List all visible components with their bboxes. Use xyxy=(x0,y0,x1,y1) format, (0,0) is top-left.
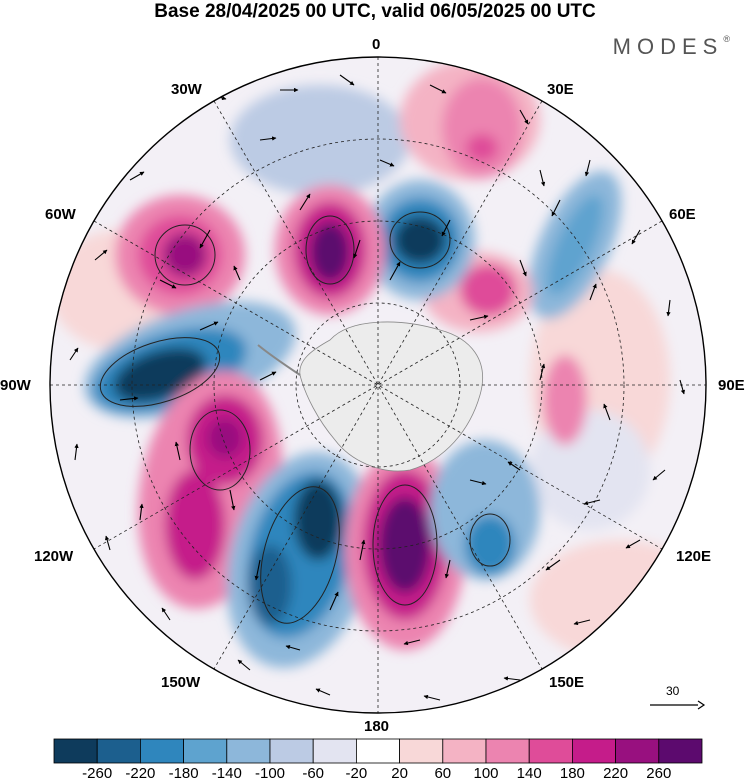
antarctic-peninsula xyxy=(257,344,301,376)
lon-label-150w: 150W xyxy=(161,674,201,691)
lon-label-90w: 90W xyxy=(0,377,31,394)
lon-label-30w: 30W xyxy=(171,81,202,98)
contour-lines xyxy=(99,211,511,624)
colorbar-swatch xyxy=(183,738,228,764)
antarctica-landmass xyxy=(299,321,483,472)
colorbar-swatch xyxy=(96,738,141,764)
colorbar-tick-label: -260 xyxy=(82,765,113,782)
lon-label-60e: 60E xyxy=(669,206,696,223)
map-boundary xyxy=(49,56,707,714)
colorbar-tick-label: 140 xyxy=(516,765,542,782)
brand-logo: MODES® xyxy=(612,34,730,59)
colorbar-tick-label: 180 xyxy=(559,765,585,782)
colorbar-tick-label: 60 xyxy=(434,765,452,782)
colorbar-swatch xyxy=(528,738,573,764)
colorbar-swatch xyxy=(312,738,357,764)
colorbar-tick-label: -140 xyxy=(211,765,242,782)
colorbar xyxy=(53,738,703,764)
colorbar-swatch xyxy=(442,738,487,764)
colorbar-tick-label: 100 xyxy=(473,765,499,782)
colorbar-swatch xyxy=(355,738,400,764)
lon-label-120w: 120W xyxy=(34,548,74,565)
colorbar-swatch xyxy=(140,738,185,764)
wind-vectors xyxy=(69,74,686,701)
colorbar-swatch xyxy=(658,738,703,764)
colorbar-swatch xyxy=(399,738,444,764)
colorbar-tick-label: -60 xyxy=(302,765,325,782)
colorbar-swatch xyxy=(572,738,617,764)
colorbar-tick-label: 260 xyxy=(646,765,672,782)
graticule xyxy=(50,57,706,713)
anomaly-field xyxy=(50,60,706,668)
map-title: Base 28/04/2025 00 UTC, valid 06/05/2025… xyxy=(154,1,596,22)
reference-vector-arrow xyxy=(650,700,706,710)
colorbar-swatch xyxy=(226,738,271,764)
colorbar-tick-label: -100 xyxy=(254,765,286,782)
colorbar-tick-label: -220 xyxy=(125,765,156,782)
colorbar-tick-label: 20 xyxy=(391,765,408,782)
colorbar-swatch xyxy=(53,738,98,764)
colorbar-swatch xyxy=(269,738,314,764)
lon-label-150e: 150E xyxy=(549,674,585,691)
colorbar-swatch xyxy=(485,738,530,764)
reference-vector-label: 30 xyxy=(666,684,680,698)
lon-label-0: 0 xyxy=(372,36,381,53)
colorbar-tick-label: 220 xyxy=(603,765,629,782)
lon-label-30e: 30E xyxy=(547,81,574,98)
colorbar-tick-label: -180 xyxy=(168,765,199,782)
lon-label-120e: 120E xyxy=(676,548,712,565)
lon-label-180: 180 xyxy=(364,718,390,735)
lon-label-60w: 60W xyxy=(45,206,76,223)
lon-label-90e: 90E xyxy=(718,377,745,394)
colorbar-swatch xyxy=(615,738,660,764)
colorbar-tick-label: -20 xyxy=(345,765,368,782)
